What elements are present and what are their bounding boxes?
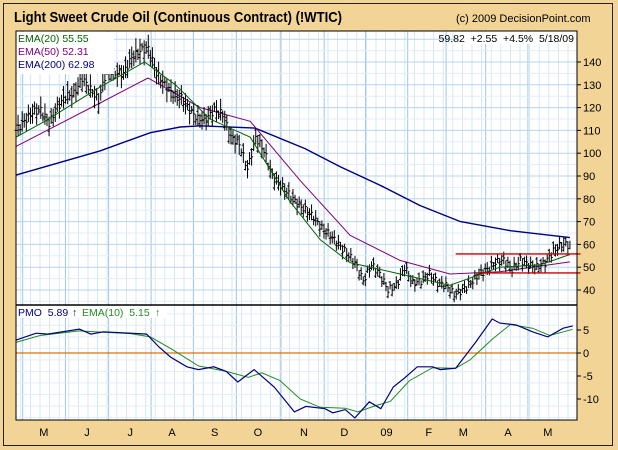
pmo-ema-line — [15, 323, 573, 413]
y-tick-label: 70 — [583, 217, 595, 229]
ema200-line — [15, 125, 570, 239]
chart-frame — [3, 3, 613, 446]
y-tick-label: 90 — [583, 171, 595, 183]
legend-ema20: EMA(20) 55.55 — [18, 33, 89, 45]
y-tick-label: 50 — [583, 262, 595, 274]
legend-ema50: EMA(50) 52.31 — [18, 46, 89, 58]
pmo-ema-up-arrow-icon: ↑ — [155, 307, 160, 319]
legend-pmo: PMO 5.89 — [18, 307, 68, 319]
legend-bg — [17, 32, 114, 74]
y-tick-label: 110 — [583, 125, 601, 137]
x-tick-label: N — [300, 427, 308, 439]
quote-bg — [459, 32, 576, 44]
x-tick-label: J — [127, 427, 133, 439]
x-tick-label: M — [39, 427, 48, 439]
legend-ema200: EMA(200) 62.98 — [18, 59, 95, 71]
y-tick-label: 80 — [583, 194, 595, 206]
x-tick-label: M — [543, 427, 552, 439]
x-tick-label: S — [211, 427, 218, 439]
x-tick-label: A — [168, 427, 176, 439]
plot-border — [15, 30, 578, 421]
pmo-up-arrow-icon: ↑ — [72, 307, 77, 319]
x-tick-label: A — [504, 427, 512, 439]
x-tick-label: F — [425, 427, 432, 439]
x-tick-label: J — [84, 427, 90, 439]
x-tick-label: 09 — [380, 427, 392, 439]
pmo-y-tick-label: -5 — [583, 371, 593, 383]
legend-pmo-ema: EMA(10) 5.15 — [82, 307, 150, 319]
pmo-line — [15, 318, 573, 419]
y-tick-label: 120 — [583, 103, 601, 115]
grid — [16, 31, 577, 420]
y-tick-label: 40 — [583, 285, 595, 297]
y-tick-label: 100 — [583, 148, 601, 160]
x-tick-label: M — [459, 427, 468, 439]
quote-readout: 59.82 +2.55 +4.5% 5/18/09 — [439, 33, 575, 45]
y-tick-label: 60 — [583, 239, 595, 251]
marks — [14, 34, 581, 419]
ema50-line — [15, 77, 570, 275]
pmo-y-tick-label: 5 — [583, 325, 589, 337]
y-tick-label: 140 — [583, 57, 601, 69]
y-tick-label: 130 — [583, 80, 601, 92]
copyright: (c) 2009 DecisionPoint.com — [456, 13, 591, 25]
axis-labels: M J J A S O N D 09 F M A M40506070809010011012013014… — [39, 57, 601, 439]
chart-title: Light Sweet Crude Oil (Continuous Contra… — [14, 9, 342, 26]
pmo-y-tick-label: -10 — [583, 394, 599, 406]
x-tick-label: O — [254, 427, 263, 439]
plot-background — [16, 31, 577, 420]
x-tick-label: D — [340, 427, 348, 439]
pmo-legend-bg — [17, 306, 167, 318]
pmo-y-tick-label: 0 — [583, 348, 589, 360]
